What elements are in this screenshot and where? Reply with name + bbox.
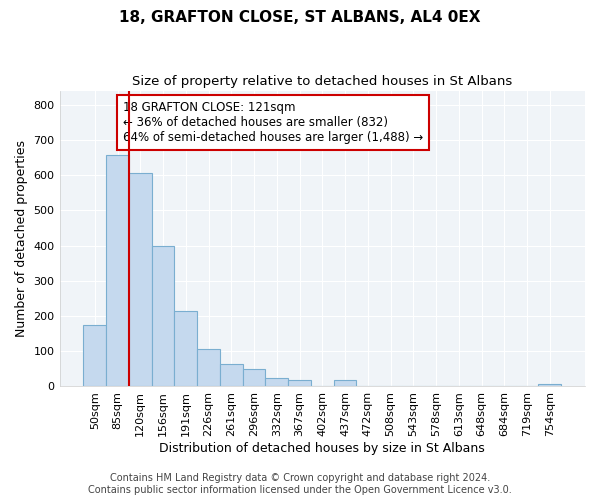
Text: 18, GRAFTON CLOSE, ST ALBANS, AL4 0EX: 18, GRAFTON CLOSE, ST ALBANS, AL4 0EX: [119, 10, 481, 25]
Bar: [265, 378, 288, 386]
Bar: [152, 246, 175, 386]
Bar: [83, 325, 106, 386]
Bar: [220, 364, 242, 386]
Bar: [197, 349, 220, 387]
Bar: [106, 155, 129, 386]
Text: 18 GRAFTON CLOSE: 121sqm
← 36% of detached houses are smaller (832)
64% of semi-: 18 GRAFTON CLOSE: 121sqm ← 36% of detach…: [122, 101, 423, 144]
Bar: [288, 380, 311, 386]
Y-axis label: Number of detached properties: Number of detached properties: [15, 140, 28, 337]
X-axis label: Distribution of detached houses by size in St Albans: Distribution of detached houses by size …: [160, 442, 485, 455]
Text: Contains HM Land Registry data © Crown copyright and database right 2024.
Contai: Contains HM Land Registry data © Crown c…: [88, 474, 512, 495]
Bar: [538, 384, 561, 386]
Bar: [175, 310, 197, 386]
Bar: [129, 172, 152, 386]
Title: Size of property relative to detached houses in St Albans: Size of property relative to detached ho…: [132, 75, 512, 88]
Bar: [334, 380, 356, 386]
Bar: [242, 369, 265, 386]
